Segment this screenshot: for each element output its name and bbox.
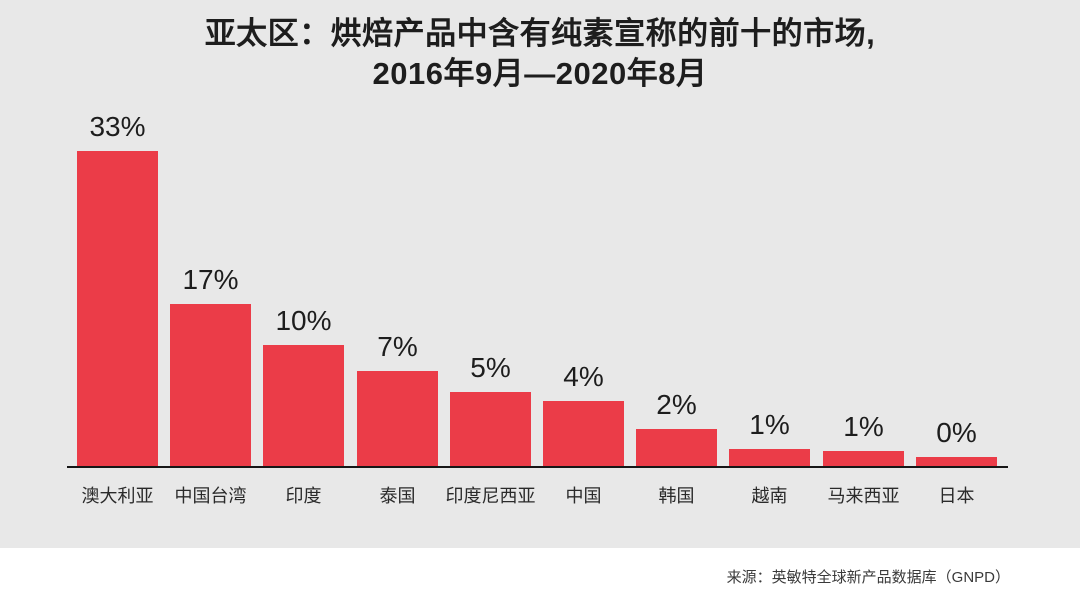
bar-value-label: 1% bbox=[843, 411, 884, 442]
bar-value-label: 33% bbox=[89, 111, 146, 142]
x-axis-label: 印度尼西亚 bbox=[445, 486, 536, 506]
x-axis-label: 越南 bbox=[751, 486, 788, 506]
bar-value-label: 4% bbox=[563, 361, 604, 392]
bar-value-label: 7% bbox=[377, 331, 418, 362]
x-axis-label: 澳大利亚 bbox=[81, 486, 154, 506]
x-axis-label: 印度 bbox=[285, 486, 322, 506]
bar-value-label: 17% bbox=[182, 264, 239, 295]
bar: 4% 中国 bbox=[543, 361, 624, 506]
bar: 7% 泰国 bbox=[357, 331, 438, 506]
bar-value-label: 0% bbox=[936, 417, 977, 448]
bar: 2% 韩国 bbox=[636, 389, 717, 506]
chart-card: 亚太区：烘焙产品中含有纯素宣称的前十的市场, 2016年9月—2020年8月 3… bbox=[0, 0, 1080, 548]
x-axis-line bbox=[67, 466, 1008, 468]
chart-title: 亚太区：烘焙产品中含有纯素宣称的前十的市场, 2016年9月—2020年8月 bbox=[0, 14, 1080, 94]
bar: 5% 印度尼西亚 bbox=[446, 352, 536, 506]
chart-title-line2: 2016年9月—2020年8月 bbox=[372, 56, 708, 91]
bar-value-label: 2% bbox=[656, 389, 697, 420]
chart-title-line1: 亚太区：烘焙产品中含有纯素宣称的前十的市场, bbox=[204, 16, 876, 51]
bar: 1% 越南 bbox=[729, 409, 810, 506]
x-axis-label: 中国台湾 bbox=[174, 486, 247, 506]
bar-value-label: 1% bbox=[749, 409, 790, 440]
bar: 17% 中国台湾 bbox=[170, 264, 251, 506]
x-axis-label: 泰国 bbox=[379, 486, 416, 506]
bar: 33% 澳大利亚 bbox=[77, 111, 158, 506]
bar: 0% 日本 bbox=[916, 417, 997, 506]
bar-value-label: 5% bbox=[470, 352, 511, 383]
x-axis-label: 日本 bbox=[938, 486, 975, 506]
source-note: 来源：英敏特全球新产品数据库（GNPD） bbox=[726, 569, 1010, 586]
x-axis-label: 中国 bbox=[565, 486, 602, 506]
bar: 10% 印度 bbox=[263, 305, 344, 506]
bar-value-label: 10% bbox=[275, 305, 332, 336]
bar: 1% 马来西亚 bbox=[823, 411, 904, 506]
x-axis-label: 马来西亚 bbox=[827, 486, 900, 506]
x-axis-label: 韩国 bbox=[658, 486, 695, 506]
